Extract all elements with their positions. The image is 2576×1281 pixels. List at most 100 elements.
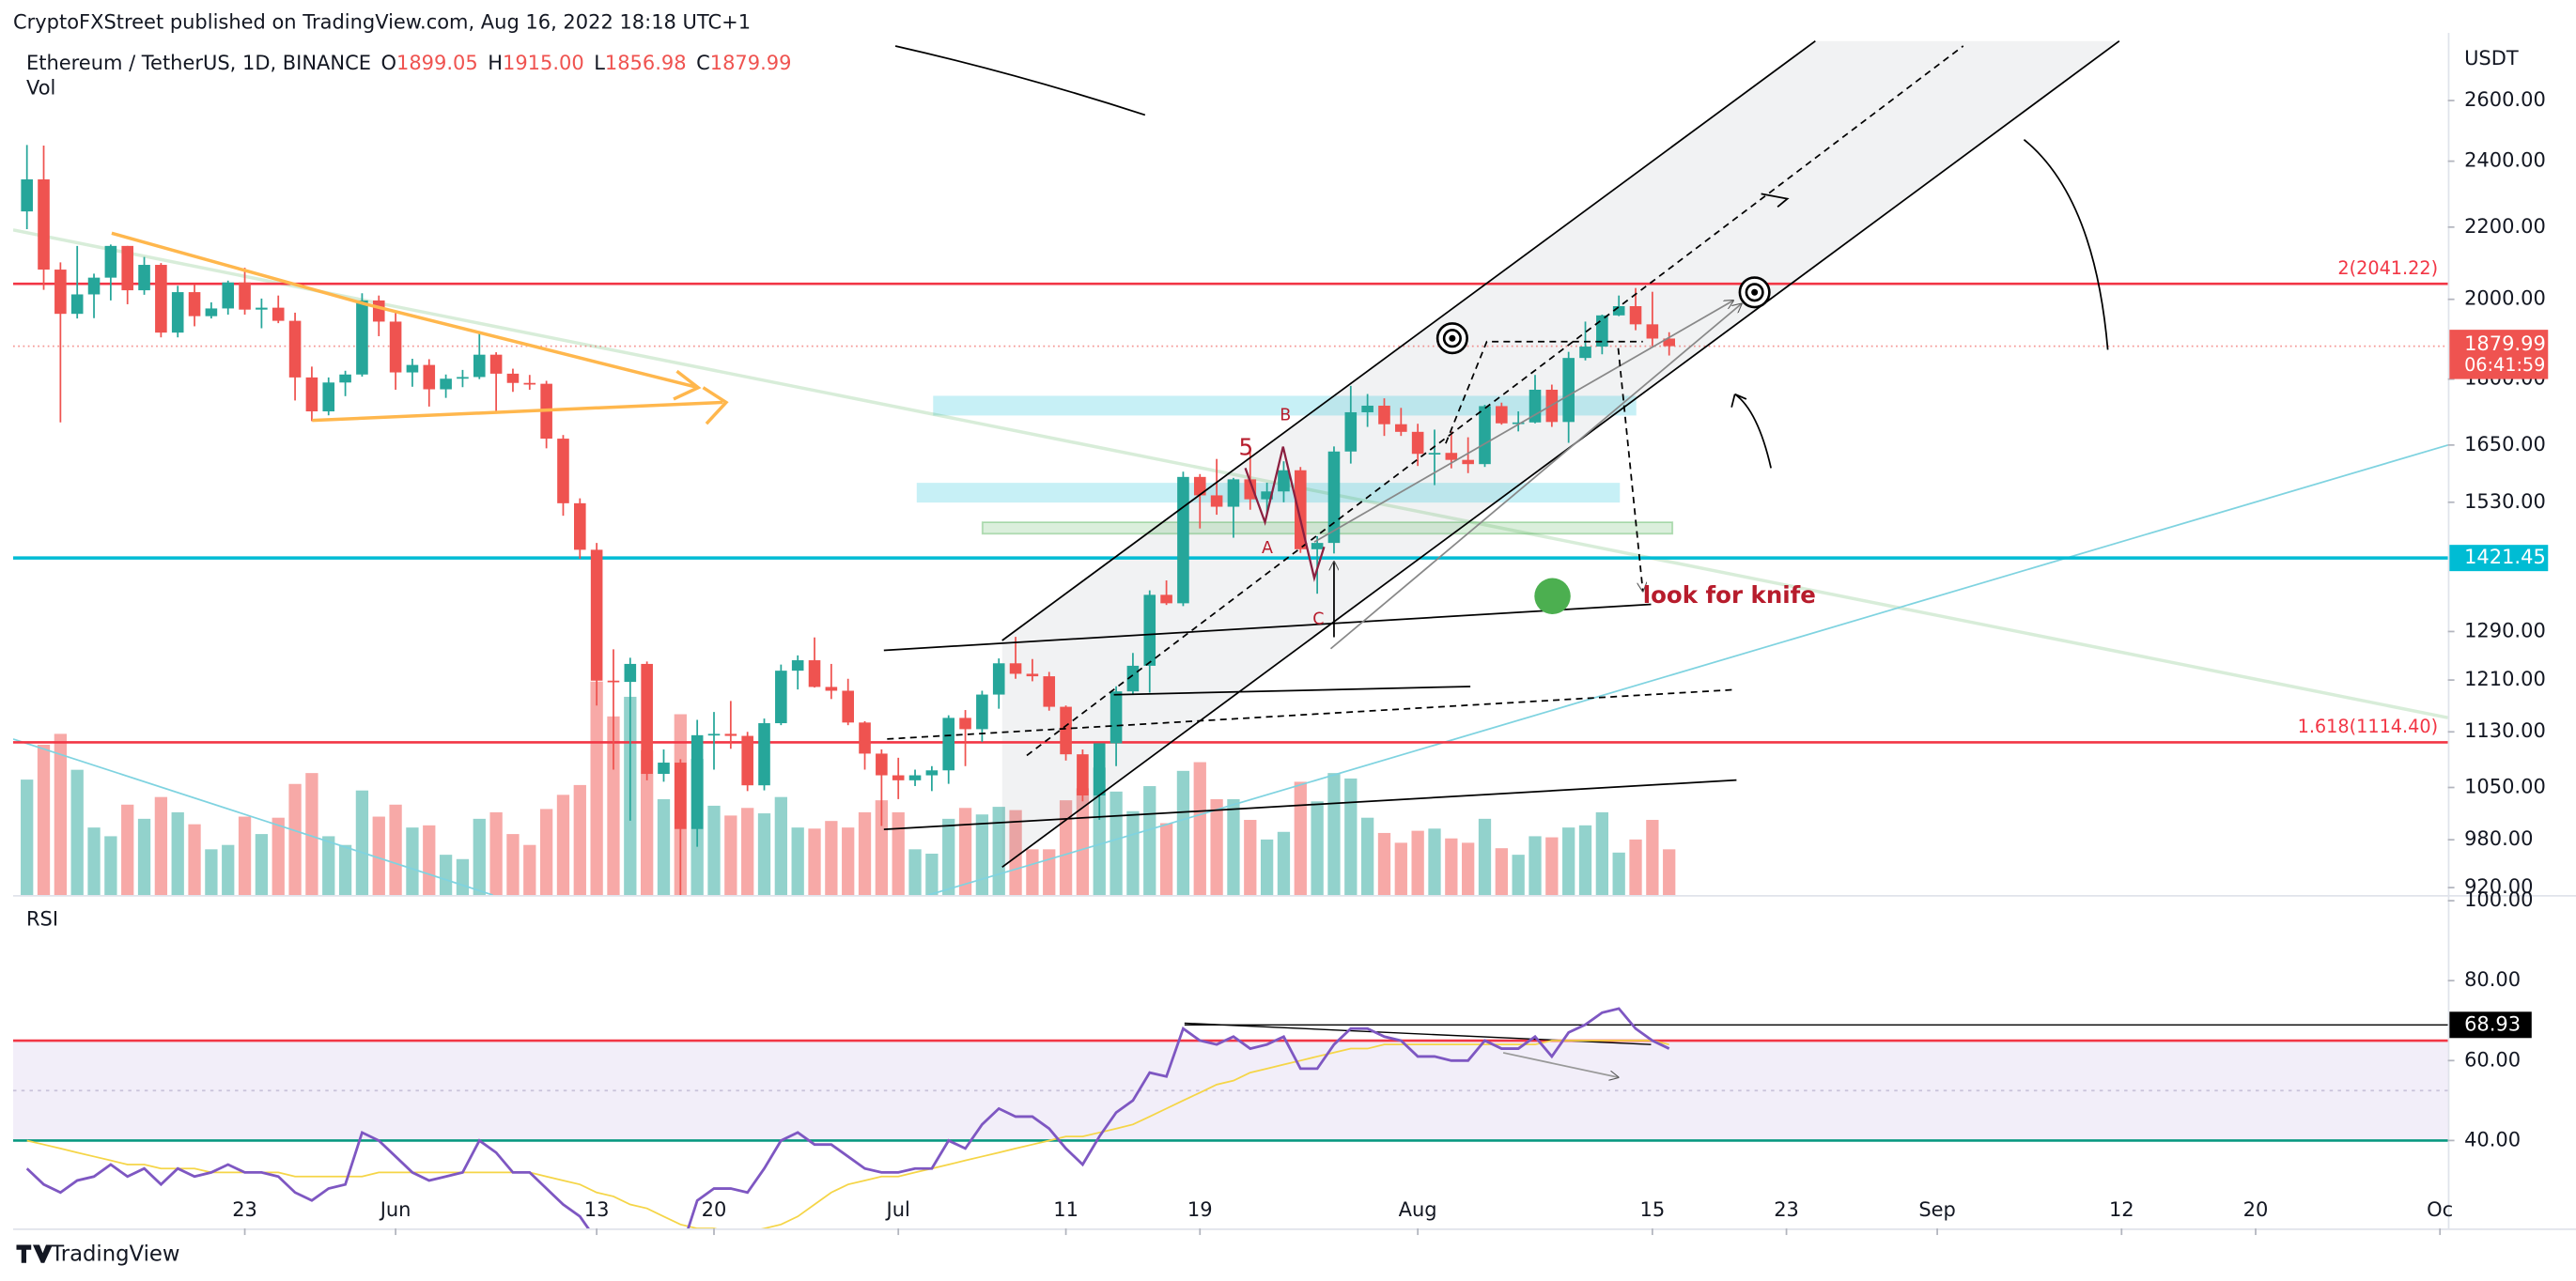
candle-body — [607, 680, 620, 683]
axes: 920.00 980.00 1050.00 1130.00 1210.00 1290.00… — [232, 88, 2549, 1236]
y-tick-label: 2600.00 — [2464, 88, 2546, 111]
volume-bar — [1377, 832, 1391, 896]
annotation: B — [1280, 406, 1291, 424]
candle-body — [205, 308, 218, 316]
symbol-legend: Ethereum / TetherUS, 1D, BINANCE O1899.05… — [26, 52, 791, 74]
candle-body — [1160, 594, 1172, 604]
volume-bar — [288, 783, 302, 896]
annotation: look for knife — [1643, 581, 1816, 609]
candle-body — [440, 378, 452, 390]
volume-bar — [858, 811, 872, 896]
candle-body — [892, 775, 905, 780]
volume-bar — [774, 796, 787, 896]
x-tick-label: 12 — [2109, 1198, 2134, 1221]
volume-bar — [322, 836, 335, 896]
volume-bar — [305, 773, 318, 896]
x-tick-label: 20 — [702, 1198, 727, 1221]
candle-body — [38, 179, 50, 270]
volume-bar — [37, 744, 51, 896]
candle-body — [691, 734, 704, 829]
candle-body — [1143, 594, 1156, 666]
projection-arrow — [1313, 301, 1733, 543]
candle-body — [1244, 479, 1257, 500]
volume-bar — [70, 769, 84, 896]
rsi-line — [25, 1007, 1670, 1229]
volume-bar — [423, 825, 436, 896]
candle-body — [389, 321, 402, 373]
level-label: 2(2041.22) — [2337, 257, 2438, 279]
candle-body — [1428, 453, 1441, 455]
candle-body — [104, 245, 117, 278]
x-tick-label: 23 — [1774, 1198, 1799, 1221]
freehand — [894, 45, 1146, 116]
x-tick-label: Oc — [2427, 1198, 2453, 1221]
volume-bar — [1294, 781, 1307, 896]
last-price-label: 1879.99 — [2464, 332, 2546, 355]
legend-value: 1879.99 — [710, 52, 792, 74]
arrow-head — [673, 369, 702, 401]
volume-bar — [87, 827, 101, 896]
candle-body — [523, 382, 536, 385]
x-tick-label: 15 — [1640, 1198, 1666, 1221]
freehand — [1761, 193, 1790, 208]
volume-bar — [1126, 810, 1140, 896]
candle-body — [87, 277, 101, 295]
volume-bar — [1277, 831, 1291, 896]
rsi-line-tag — [2449, 1011, 2532, 1039]
projection-arrow — [1329, 304, 1741, 650]
annotation: C — [1312, 610, 1324, 628]
volume-bar — [406, 827, 419, 896]
candle-body — [775, 671, 787, 724]
volume-bar — [1360, 817, 1374, 896]
volume-bar — [171, 811, 184, 896]
volume-bar — [1043, 849, 1056, 896]
candle-body — [1210, 495, 1223, 507]
volume-bar — [1578, 825, 1592, 896]
volume-bar — [121, 804, 134, 896]
trend-line — [883, 603, 1652, 652]
volume-bar — [1076, 788, 1090, 896]
y-tick-label: 2200.00 — [2464, 215, 2546, 238]
candle-body — [758, 723, 770, 786]
y-tick-label: 1050.00 — [2464, 775, 2546, 797]
volume-bar — [1009, 810, 1022, 896]
candle-body — [1512, 422, 1525, 424]
marker-dot — [1534, 578, 1571, 615]
candle-body — [1361, 405, 1373, 412]
candle-body — [808, 660, 821, 687]
candle-body — [1663, 338, 1675, 347]
volume-bar — [1394, 842, 1407, 896]
volume-bar — [1495, 848, 1508, 896]
last-price-tag — [2449, 330, 2549, 379]
candle-body — [1227, 479, 1240, 507]
candle-body — [1110, 691, 1123, 744]
y-tick-label: 920.00 — [2464, 875, 2533, 898]
volume-bar — [1026, 849, 1039, 896]
candle-body — [557, 439, 569, 503]
legend-value: 1915.00 — [503, 52, 584, 74]
volume-bar — [1428, 828, 1441, 896]
candle-body — [574, 502, 586, 550]
candle-body — [942, 718, 955, 771]
rsi-tick-label: 60.00 — [2464, 1048, 2521, 1071]
volume-bar — [1462, 842, 1475, 896]
freehand — [1730, 393, 1772, 469]
volume-bar — [958, 808, 972, 896]
volume-bar — [1512, 855, 1525, 896]
volume-bar — [942, 818, 955, 896]
levels — [12, 282, 2448, 744]
legend-key: O — [380, 52, 396, 74]
x-tick-label: 20 — [2243, 1198, 2269, 1221]
zone-box — [933, 395, 1637, 416]
candle-body — [842, 690, 854, 723]
candle-body — [54, 270, 67, 315]
triangle-line — [111, 231, 699, 390]
candle-body — [1646, 324, 1659, 339]
volume-bar — [573, 784, 586, 896]
volume-bar — [137, 818, 151, 896]
candle-body — [1093, 743, 1106, 795]
candle-body — [876, 753, 888, 776]
target — [1435, 322, 1468, 355]
candle-body — [624, 663, 637, 683]
candle-body — [1462, 459, 1474, 465]
